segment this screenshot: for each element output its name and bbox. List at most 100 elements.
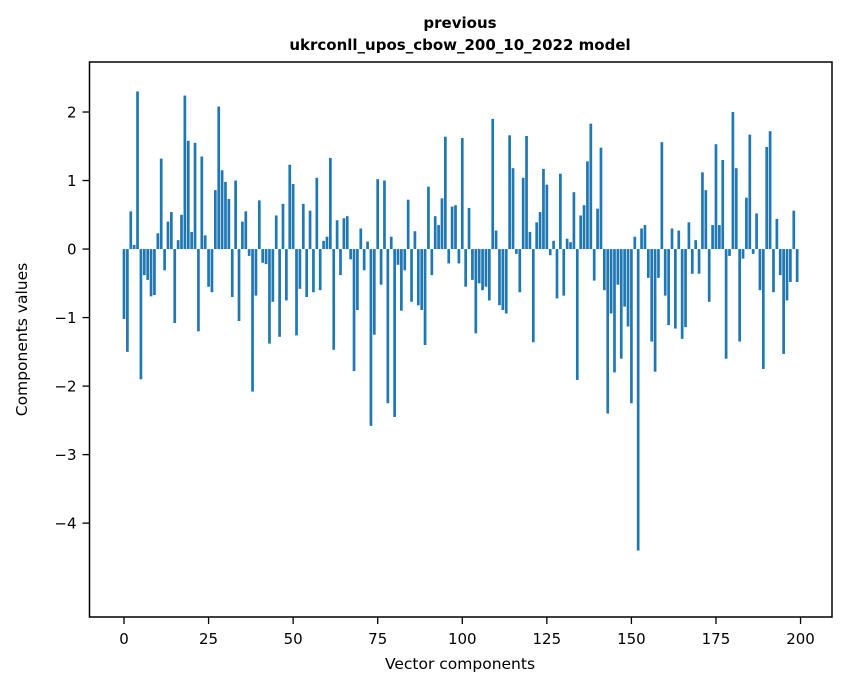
bar [670,228,674,250]
bar [728,249,731,256]
bar [467,207,471,250]
bar [454,205,457,250]
bar [680,249,684,339]
bar [403,249,407,271]
bar [792,210,796,250]
bar [430,249,434,276]
bar [704,190,708,250]
bar [504,249,508,314]
bar [271,249,275,302]
bar [761,249,765,369]
bar [450,206,454,250]
bar [142,249,146,276]
bar [687,222,691,250]
bar [609,249,613,314]
bar [241,221,244,250]
bar [616,249,620,285]
bar [383,180,386,250]
bar [180,214,183,250]
bar [369,249,373,426]
bar [579,215,583,250]
bar [694,240,698,250]
bar [643,225,647,250]
bar [366,241,369,250]
bar [227,199,231,250]
bar [623,249,626,307]
bar [521,177,525,250]
bar [531,249,535,343]
bar [224,181,227,250]
bar [552,240,555,250]
bar [714,144,718,250]
bar [586,161,589,250]
bar [335,220,339,250]
bar [379,249,383,285]
x-axis-label: Vector components [385,655,535,673]
bar [139,249,143,380]
bar [768,131,772,250]
bar [325,236,329,250]
x-tick-label: 75 [368,630,387,648]
bar [136,91,139,250]
bar [684,249,687,328]
bar [582,205,586,250]
bar [630,249,633,404]
bar [281,203,285,250]
bar [291,183,295,250]
bar [183,95,187,250]
bar [440,198,444,250]
bar [606,249,610,414]
y-tick-label: 0 [67,241,77,259]
bar [153,249,156,295]
bar [163,249,166,271]
bar [234,180,237,250]
bar [339,249,342,276]
bar [636,249,640,551]
bar [159,158,163,250]
bar [132,244,136,250]
bar [156,233,160,250]
chart-title-line1: previous [423,14,496,32]
bar [690,249,694,274]
y-tick-label: 1 [67,172,77,190]
bar [261,249,265,263]
bar [295,249,298,336]
bar [312,249,315,293]
bar [230,249,234,298]
bar [210,249,214,293]
bar [349,249,352,260]
bar [734,168,738,250]
bar [724,249,728,359]
bar [389,236,393,250]
bar [542,168,545,250]
bar [511,168,515,250]
bar [650,249,654,342]
bar [575,249,579,380]
bar [460,138,464,250]
bar [176,240,180,250]
bar [663,249,667,296]
bar [711,225,714,250]
bar [599,147,603,250]
bar [518,249,522,293]
bar [254,249,258,296]
bar [596,208,599,250]
bar [755,213,758,250]
bar [129,211,133,250]
bar [538,212,542,250]
x-tick-label: 125 [533,630,562,648]
bar [569,242,572,250]
bar [244,211,248,250]
bar [697,249,701,274]
x-tick-label: 0 [119,630,129,648]
bar [528,231,532,250]
bar [559,173,562,250]
bar [356,249,359,311]
plot-area-frame [88,61,833,618]
bar [660,142,664,250]
bar [315,177,319,250]
bar [738,249,741,342]
bar [565,238,569,250]
x-tick-label: 100 [448,630,477,648]
